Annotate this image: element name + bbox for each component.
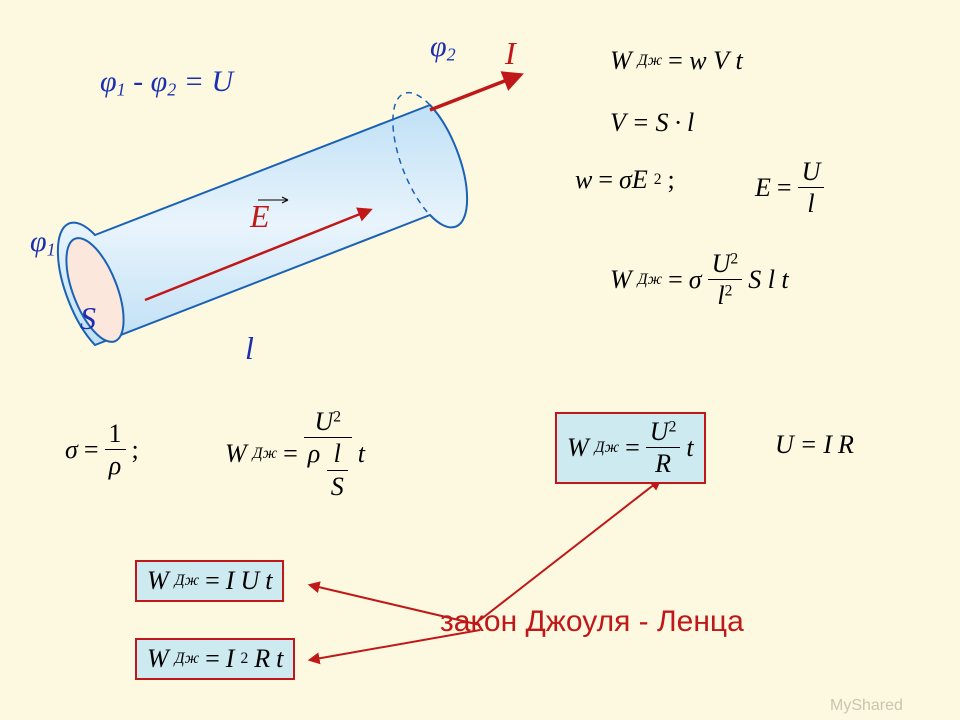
label-phi2: φ2 <box>430 30 456 66</box>
label-phi1: φ1 <box>30 225 56 261</box>
formula-W-eq-wVt: WДж = w V t <box>610 46 743 76</box>
label-current-I: I <box>505 35 516 72</box>
formula-w-eq-sigmaE2: w = σE2; <box>575 165 675 195</box>
formula-W-eq-U2-over-R-t-boxed: WДж = U2R t <box>555 412 706 484</box>
label-length-l: l <box>245 330 254 367</box>
label-area-S: S <box>80 300 96 337</box>
formula-W-eq-U2-over-rho-l-over-S-t: WДж = U2ρ lS t <box>225 408 365 500</box>
formula-W-eq-I2Rt-boxed: WДж = I2R t <box>135 638 295 680</box>
label-field-E: E <box>250 198 270 235</box>
label-phi1-phi2-equals-U: φ1 - φ2 = U <box>100 65 233 101</box>
watermark: MyShared <box>830 697 903 715</box>
formula-E-eq-U-over-l: E = Ul <box>755 158 824 218</box>
formula-sigma-eq-1-over-rho: σ = 1ρ; <box>65 420 139 480</box>
label-joule-lenz-law: закон Джоуля - Ленца <box>440 605 744 639</box>
formula-V-eq-Sl: V = S · l <box>610 108 694 138</box>
formula-W-eq-sigma-U2-over-l2-Slt: WДж = σ U2l2 S l t <box>610 250 789 310</box>
formula-W-eq-IUt-boxed: WДж = I U t <box>135 560 284 602</box>
formula-U-eq-IR: U = I R <box>775 430 854 460</box>
